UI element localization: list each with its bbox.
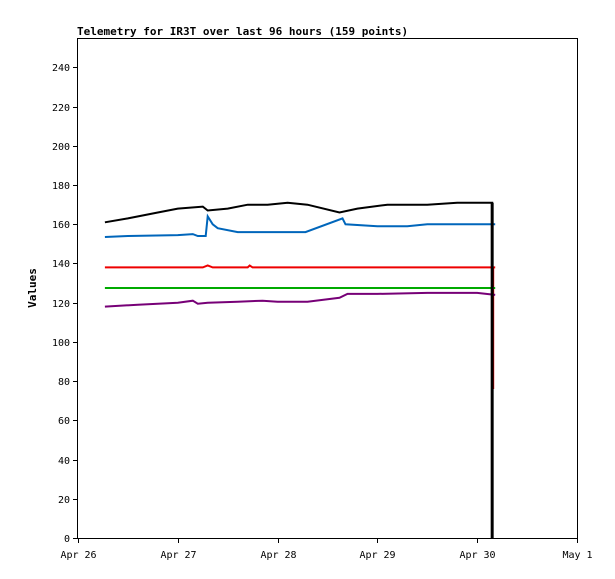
y-tick-label: 240 [52,63,70,74]
y-tick-label: 180 [52,181,70,192]
x-tick-label: Apr 27 [160,550,196,561]
y-tick-label: 160 [52,220,70,231]
x-tick-label: Apr 30 [459,550,495,561]
y-axis-label: Values [26,268,39,308]
y-axis: 0 20 40 60 80 100 120 140 160 180 200 220 240 [52,63,78,545]
y-tick-label: 200 [52,142,70,153]
series-line-1 [104,201,494,538]
series-line-2 [104,213,496,238]
y-tick-label: 0 [64,534,70,545]
series-layer [104,201,496,538]
series-line-3 [104,264,496,389]
y-tick-label: 120 [52,299,70,310]
x-tick-label: Apr 28 [260,550,296,561]
y-tick-label: 100 [52,338,70,349]
y-tick-label: 80 [58,377,70,388]
chart-title: Telemetry for IR3T over last 96 hours (1… [77,25,408,38]
x-tick-label: Apr 29 [359,550,395,561]
series-line-5 [104,291,496,308]
y-tick-label: 20 [58,495,70,506]
plot-frame [77,38,578,539]
x-tick-label: Apr 26 [60,550,96,561]
x-axis: Apr 26 Apr 27 Apr 28 Apr 29 Apr 30 May 1 [60,538,593,561]
y-tick-label: 220 [52,103,70,114]
x-tick-label: May 1 [562,550,592,561]
y-tick-label: 140 [52,259,70,270]
y-tick-label: 40 [58,456,70,467]
y-tick-label: 60 [58,416,70,427]
